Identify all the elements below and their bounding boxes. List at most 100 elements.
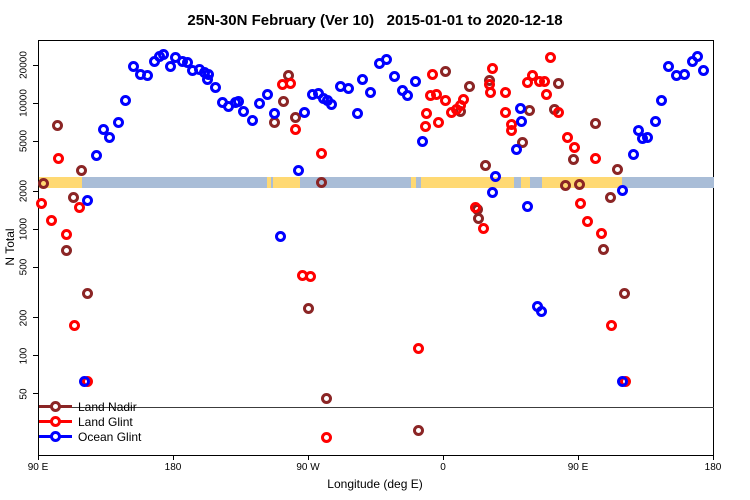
- x-tick-mark: [442, 455, 444, 460]
- data-point: [612, 163, 624, 175]
- data-point: [165, 60, 177, 72]
- data-point: [573, 178, 585, 190]
- data-point: [463, 80, 475, 92]
- y-tick-label: 5000: [18, 129, 30, 153]
- data-point: [489, 170, 501, 182]
- data-point: [553, 78, 565, 90]
- data-point: [469, 202, 481, 214]
- legend-marker-icon: [39, 401, 72, 412]
- x-tick-mark: [577, 455, 579, 460]
- x-tick-label: 0: [440, 462, 446, 473]
- data-point: [112, 116, 124, 128]
- legend-label: Land Nadir: [78, 399, 137, 414]
- map-band-segment-land: [273, 176, 300, 188]
- y-tick-label: 20000: [18, 51, 30, 79]
- y-tick-label: 2000: [18, 180, 30, 203]
- data-point: [74, 202, 86, 214]
- data-point: [499, 107, 511, 119]
- data-point: [562, 132, 574, 144]
- data-point: [692, 50, 704, 62]
- y-tick-mark: [33, 228, 38, 230]
- data-point: [352, 108, 364, 120]
- data-point: [141, 70, 153, 82]
- data-point: [440, 66, 452, 78]
- data-point: [410, 76, 422, 88]
- map-band-segment-land: [267, 176, 272, 188]
- x-tick-label: 90 W: [296, 462, 320, 473]
- x-tick-label: 90 E: [567, 462, 589, 473]
- data-point: [103, 132, 115, 144]
- y-tick-mark: [33, 266, 38, 268]
- legend-ring-icon: [50, 401, 61, 412]
- map-band-segment-ocean: [300, 176, 411, 188]
- data-point: [567, 153, 579, 165]
- y-tick-label: 500: [18, 258, 30, 276]
- data-point: [697, 64, 709, 76]
- data-point: [516, 116, 528, 128]
- reference-line: [39, 406, 714, 408]
- data-point: [38, 178, 50, 190]
- data-point: [81, 194, 93, 206]
- data-point: [500, 87, 512, 99]
- data-point: [589, 118, 601, 130]
- data-point: [560, 179, 572, 191]
- data-point: [506, 124, 518, 136]
- data-point: [511, 143, 523, 155]
- legend-marker-icon: [39, 431, 72, 442]
- data-point: [304, 270, 316, 282]
- map-band-segment-ocean: [415, 176, 422, 188]
- data-point: [568, 142, 580, 154]
- y-tick-mark: [33, 190, 38, 192]
- data-point: [597, 243, 609, 255]
- data-point: [343, 83, 355, 95]
- data-point: [289, 111, 301, 123]
- data-point: [589, 152, 601, 164]
- data-point: [606, 319, 618, 331]
- x-tick-mark: [172, 455, 174, 460]
- legend-label: Ocean Glint: [78, 429, 142, 444]
- chart-title: 25N-30N February (Ver 10) 2015-01-01 to …: [187, 12, 563, 29]
- data-point: [238, 106, 250, 118]
- data-point: [261, 89, 273, 101]
- data-point: [120, 95, 132, 107]
- y-tick-label: 200: [18, 309, 30, 326]
- data-point: [616, 185, 628, 197]
- map-band-segment-ocean: [529, 176, 542, 188]
- data-point: [209, 82, 221, 94]
- data-point: [582, 215, 594, 227]
- legend-label: Land Glint: [78, 414, 133, 429]
- data-point: [517, 137, 529, 149]
- data-point: [656, 95, 668, 107]
- y-axis-title: N Total: [3, 228, 17, 266]
- y-tick-mark: [33, 317, 38, 319]
- x-tick-mark: [307, 455, 309, 460]
- data-point: [439, 94, 451, 106]
- data-point: [522, 200, 534, 212]
- data-point: [454, 99, 466, 111]
- data-point: [68, 192, 80, 204]
- x-tick-label: 180: [164, 462, 182, 473]
- data-point: [485, 87, 497, 99]
- data-point: [479, 159, 491, 171]
- data-point: [575, 198, 587, 210]
- data-point: [247, 115, 259, 127]
- data-point: [51, 119, 63, 131]
- data-point: [284, 78, 296, 90]
- data-point: [524, 104, 536, 116]
- legend-row: Land Glint: [39, 414, 141, 429]
- data-point: [81, 288, 93, 300]
- map-band-segment-ocean: [622, 176, 714, 188]
- data-point: [365, 87, 377, 99]
- data-point: [90, 149, 102, 161]
- data-point: [98, 123, 110, 135]
- data-point: [420, 108, 432, 120]
- data-point: [76, 164, 88, 176]
- data-point: [596, 228, 608, 240]
- data-point: [69, 319, 81, 331]
- data-point: [539, 76, 551, 88]
- y-tick-mark: [33, 64, 38, 66]
- y-tick-mark: [33, 140, 38, 142]
- x-tick-mark: [712, 455, 714, 460]
- data-point: [431, 89, 443, 101]
- data-point: [128, 60, 140, 72]
